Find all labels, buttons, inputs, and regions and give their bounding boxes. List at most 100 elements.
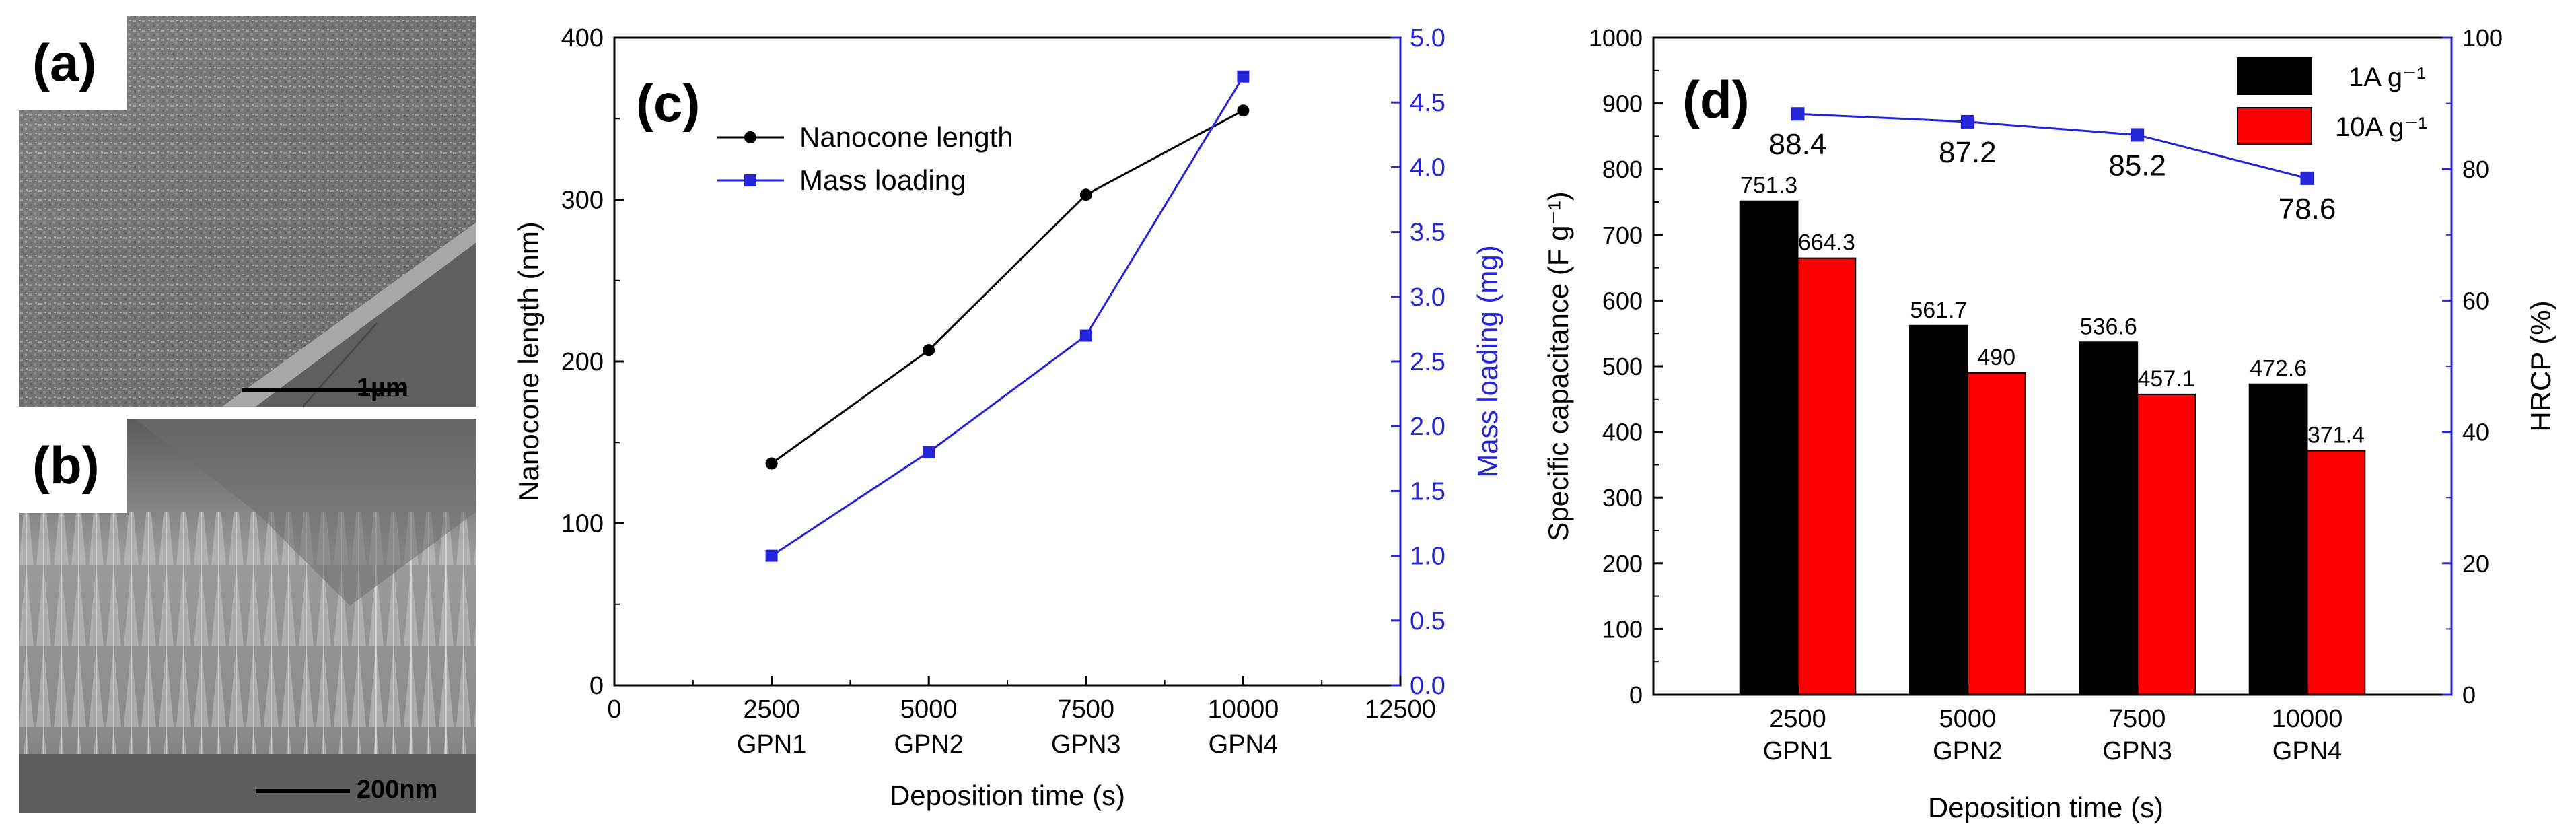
chart-d-bar-labels: 751.3 664.3 561.7 490 536.6 457.1 472.6 371.4 [1740,173,2365,448]
data-point-nanocone [1237,104,1250,117]
bar-10A [2137,393,2196,696]
y2-tick-label: 100 [2462,24,2503,52]
chart-c-y2-ticks: 0.0 0.5 1.0 1.5 2.0 2.5 3.0 3.5 4.0 4.5 5.0 [1391,24,1445,700]
legend-swatch-1a [2237,57,2312,95]
x-sublabel: GPN1 [1763,737,1832,765]
y-tick-label: 0 [1629,681,1643,709]
data-point-mass [1079,329,1092,342]
legend-label-1a: 1A g⁻¹ [2349,63,2426,92]
legend-label-mass: Mass loading [799,164,966,196]
bar-1A [2248,383,2308,695]
y-tick-label: 400 [1602,419,1643,446]
y-tick-label: 300 [561,186,604,215]
chart-c-y-axis-label: Nanocone length (nm) [513,221,544,502]
y2-tick-label: 1.0 [1410,543,1445,571]
y2-tick-label: 4.5 [1410,89,1445,117]
bar-10A [1966,372,2026,695]
y2-tick-label: 60 [2462,287,2489,314]
hrcp-value-label: 87.2 [1939,136,1997,169]
y2-tick-label: 0 [2462,681,2476,709]
y-tick-label: 600 [1602,287,1643,314]
sem-image-a: (a) 1µm [19,16,476,407]
x-sublabel: GPN3 [1051,730,1120,759]
y2-tick-label: 2.0 [1410,413,1445,441]
legend-swatch-10a [2237,107,2312,145]
y-tick-label: 200 [561,348,604,376]
bar-value-label-1A: 536.6 [2080,314,2137,339]
y2-tick-label: 0.0 [1410,672,1445,700]
y2-tick-label: 4.0 [1410,153,1445,182]
y-tick-label: 100 [561,510,604,539]
hrcp-point [2131,128,2145,142]
hrcp-point [1960,114,1974,129]
data-point-nanocone [765,457,778,470]
chart-c-legend: Nanocone length Mass loading [717,121,1013,196]
bar-value-label-1A: 472.6 [2250,356,2307,382]
chart-d: 751.3 664.3 561.7 490 536.6 457.1 472.6 371.4 2… [1542,24,2556,823]
hrcp-point [1791,107,1805,121]
x-tick-label: 2500 [1769,705,1826,733]
data-point-mass [765,549,778,562]
y-tick-label: 700 [1602,221,1643,249]
y-tick-label: 300 [1602,484,1643,512]
x-tick-label: 2500 [743,695,800,724]
scale-label-a: 1µm [357,374,408,402]
x-sublabel: GPN4 [1209,730,1278,759]
data-point-mass [1237,70,1250,83]
scale-label-b: 200nm [357,775,437,804]
chart-d-hrcp-line: 88.4 87.2 85.2 78.6 [1769,107,2336,226]
y-tick-label: 400 [561,24,604,53]
hrcp-point [2300,171,2314,185]
chart-d-y2-axis-label: HRCP (%) [2525,300,2556,431]
y2-tick-label: 2.5 [1410,348,1445,376]
y2-tick-label: 3.0 [1410,283,1445,312]
y-tick-label: 100 [1602,615,1643,643]
y-tick-label: 500 [1602,353,1643,380]
bar-value-label-1A: 751.3 [1740,173,1797,199]
x-sublabel: GPN4 [2273,737,2342,765]
chart-c-y-ticks: 0 100 200 300 400 [561,24,624,700]
y2-tick-label: 1.5 [1410,477,1445,506]
chart-d-bars [1739,200,2366,696]
chart-c-x-ticks: 0 2500 5000 7500 10000 12500 GPN1 GPN2 GPN3 GPN4 [607,676,1436,759]
y2-tick-label: 0.5 [1410,607,1445,635]
chart-c-y2-axis-label: Mass loading (mg) [1472,245,1503,477]
legend-marker-mass [744,174,756,186]
panel-a-label: (a) [32,33,96,92]
data-point-mass [923,446,935,458]
series-line-nanocone-length [771,109,1244,464]
panel-b-label: (b) [32,436,100,495]
y-tick-label: 800 [1602,155,1643,183]
bar-value-label-1A: 561.7 [1910,298,1967,323]
legend-marker-nanocone [744,131,756,143]
x-tick-label: 0 [607,695,621,724]
y2-tick-label: 3.5 [1410,219,1445,247]
bar-10A [1797,257,1857,695]
x-tick-label: 7500 [2109,705,2166,733]
y2-tick-label: 5.0 [1410,24,1445,53]
x-tick-label: 10000 [1208,695,1279,724]
chart-c-series [765,70,1250,562]
bar-value-label-10A: 664.3 [1798,230,1855,256]
x-sublabel: GPN2 [894,730,963,759]
chart-c-x-axis-label: Deposition time (s) [890,780,1125,811]
x-sublabel: GPN2 [1933,737,2002,765]
y-tick-label: 200 [1602,550,1643,578]
hrcp-value-label: 85.2 [2108,149,2166,182]
series-line-mass-loading [771,75,1244,557]
data-point-nanocone [1079,188,1092,201]
hrcp-line [1797,112,2307,180]
x-tick-label: 5000 [900,695,958,724]
hrcp-value-label: 88.4 [1769,128,1827,161]
bar-value-label-10A: 457.1 [2138,366,2195,392]
chart-d-y-ticks: 0 100 200 300 400 500 600 700 800 900 1000 [1589,24,1663,709]
sem-image-b: (b) 200nm [19,419,476,813]
y-tick-label: 1000 [1589,24,1643,52]
chart-c-panel-label: (c) [636,73,700,133]
chart-d-y2-ticks: 0 20 40 60 80 100 [2442,24,2503,709]
x-tick-label: 7500 [1058,695,1115,724]
y2-tick-label: 40 [2462,419,2489,446]
hrcp-value-label: 78.6 [2279,193,2336,226]
